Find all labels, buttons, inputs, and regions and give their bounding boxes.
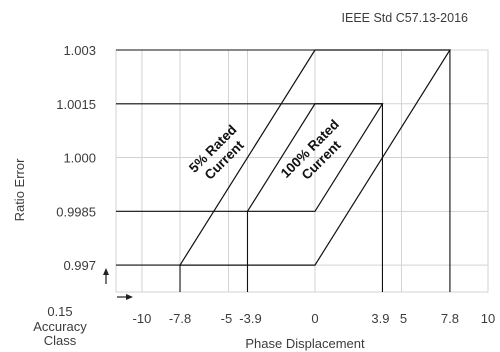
accuracy-class-word: Accuracy <box>33 319 87 334</box>
accuracy-region-parallelogram <box>246 103 384 212</box>
y-axis-title: Ratio Error <box>12 158 27 222</box>
accuracy-class-label: 0.15 Accuracy Class <box>33 304 87 348</box>
x-tick-label: 0 <box>311 311 318 326</box>
x-tick-label: -3.9 <box>239 311 261 326</box>
axis-arrows <box>103 268 133 300</box>
region-labels: 5% RatedCurrent 100% RatedCurrent <box>186 117 344 187</box>
y-tick-label: 0.997 <box>63 258 96 273</box>
y-tick-label: 1.000 <box>63 151 96 166</box>
region-label: 5% RatedCurrent <box>186 122 251 187</box>
y-tick-label: 1.0015 <box>56 97 96 112</box>
standard-label: IEEE Std C57.13-2016 <box>342 11 469 25</box>
x-tick-label: 7.8 <box>441 311 459 326</box>
accuracy-class-value: 0.15 <box>47 304 72 319</box>
accuracy-region-parallelogram <box>178 49 452 266</box>
x-tick-label: 10 <box>481 311 495 326</box>
x-tick-label: 3.9 <box>371 311 389 326</box>
y-axis-arrow-head <box>103 268 109 275</box>
y-tick-label: 0.9985 <box>56 204 96 219</box>
x-axis-title: Phase Displacement <box>245 336 365 351</box>
x-tick-label: -5 <box>221 311 233 326</box>
x-tick-label: -7.8 <box>169 311 191 326</box>
x-axis-arrow-head <box>126 294 133 300</box>
accuracy-class-word-2: Class <box>44 333 77 348</box>
y-tick-label: 1.003 <box>63 43 96 58</box>
x-tick-labels: -10 -7.8 -5 -3.9 0 3.9 5 7.8 10 <box>133 311 496 326</box>
x-tick-label: -10 <box>133 311 152 326</box>
x-tick-label: 5 <box>400 311 407 326</box>
y-tick-labels: 1.003 1.0015 1.000 0.9985 0.997 <box>56 43 96 273</box>
accuracy-regions <box>178 49 452 266</box>
